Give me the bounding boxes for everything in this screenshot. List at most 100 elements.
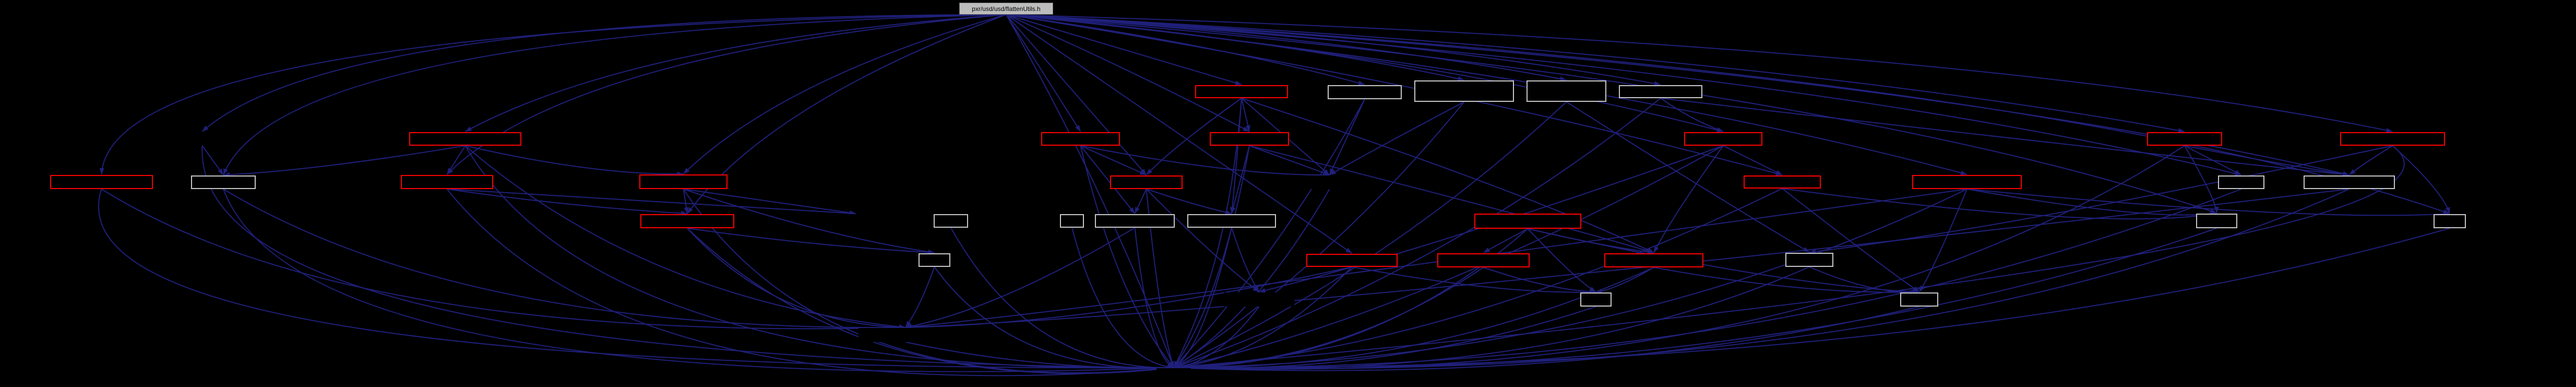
graph-node[interactable] xyxy=(2304,175,2395,189)
graph-edge-arrowhead xyxy=(1167,361,1174,368)
graph-edge-arrowhead xyxy=(2342,171,2350,177)
graph-edge-arrowhead xyxy=(1243,126,1249,132)
graph-edge-arrowhead xyxy=(687,207,693,214)
graph-edge-arrowhead xyxy=(2234,170,2241,175)
graph-node[interactable] xyxy=(1785,253,1833,267)
graph-node[interactable] xyxy=(1328,85,1402,99)
graph-node[interactable] xyxy=(1041,132,1120,146)
graph-edge xyxy=(1173,228,2450,369)
graph-node[interactable] xyxy=(1210,132,1289,146)
graph-node[interactable] xyxy=(191,175,256,189)
graph-edge-arrowhead xyxy=(465,126,472,132)
graph-node-hidden xyxy=(1156,368,1191,385)
graph-node[interactable] xyxy=(1604,253,1703,267)
graph-edge-arrowhead xyxy=(1345,248,1352,253)
graph-edge xyxy=(687,228,906,328)
graph-edge-arrowhead xyxy=(1231,207,1236,214)
graph-node[interactable] xyxy=(2434,214,2466,228)
graph-node[interactable] xyxy=(1912,175,2022,189)
graph-node[interactable] xyxy=(1900,292,1938,307)
graph-edge xyxy=(1566,101,1810,253)
graph-node[interactable] xyxy=(1187,214,1276,228)
graph-node[interactable] xyxy=(2218,175,2264,189)
graph-edge xyxy=(1173,266,1810,370)
graph-node[interactable] xyxy=(919,253,950,267)
graph-edge xyxy=(1249,145,1654,253)
graph-edge xyxy=(905,227,1136,328)
graph-edge xyxy=(1173,101,1465,368)
graph-edge xyxy=(1966,189,2450,216)
graph-edge-arrowhead xyxy=(1245,125,1250,132)
graph-edge xyxy=(905,266,1352,328)
graph-node[interactable] xyxy=(1619,85,1702,98)
graph-node[interactable] xyxy=(1195,85,1288,98)
graph-node[interactable] xyxy=(1060,214,1084,228)
graph-edge xyxy=(2184,145,2241,175)
graph-edge xyxy=(1173,228,2217,370)
graph-node[interactable] xyxy=(1744,175,1821,189)
graph-node[interactable] xyxy=(1095,214,1175,228)
graph-edge-arrowhead xyxy=(2349,169,2356,175)
graph-node-hidden xyxy=(1310,175,1349,189)
graph-node[interactable] xyxy=(409,132,521,146)
graph-edge xyxy=(201,14,1007,132)
graph-edge-arrowhead xyxy=(1135,207,1140,214)
graph-edge xyxy=(447,189,856,214)
graph-node[interactable] xyxy=(1474,214,1581,229)
graph-edge-arrowhead xyxy=(1254,285,1259,292)
graph-node[interactable] xyxy=(1110,175,1183,189)
graph-edge xyxy=(683,189,935,253)
graph-edge xyxy=(223,14,1007,175)
graph-edge xyxy=(464,145,906,328)
graph-edge-arrowhead xyxy=(218,168,223,175)
graph-edge-arrowhead xyxy=(905,321,911,327)
graph-edge xyxy=(1146,189,1260,292)
graph-edge xyxy=(1006,14,2393,132)
graph-edge xyxy=(223,189,1174,372)
graph-node-hidden xyxy=(858,328,952,342)
graph-node[interactable] xyxy=(2196,214,2237,228)
graph-edge xyxy=(1006,14,2185,132)
graph-edge-arrowhead xyxy=(1259,288,1266,293)
graph-edge xyxy=(1173,189,2241,369)
graph-edge-arrowhead xyxy=(1809,249,1816,254)
graph-edge xyxy=(2184,145,2350,175)
graph-edge xyxy=(1528,228,1919,292)
graph-edge-arrowhead xyxy=(2445,207,2450,214)
graph-node[interactable] xyxy=(1526,80,1606,102)
graph-edge-arrowhead xyxy=(1775,170,1782,175)
graph-edge xyxy=(1173,267,1484,368)
graph-edge xyxy=(465,14,1007,132)
graph-node[interactable] xyxy=(934,214,968,228)
graph-edge-arrowhead xyxy=(1235,80,1242,85)
graph-node[interactable] xyxy=(1437,253,1530,267)
graph-node[interactable] xyxy=(2340,132,2445,146)
graph-node[interactable] xyxy=(50,175,153,189)
graph-node[interactable] xyxy=(1306,254,1398,267)
graph-edge xyxy=(201,145,1174,368)
graph-edge xyxy=(683,189,856,214)
graph-edge xyxy=(98,189,1174,369)
graph-edge-arrowhead xyxy=(1716,127,1723,132)
graph-node[interactable] xyxy=(2147,132,2222,146)
graph-edge xyxy=(446,189,1174,377)
graph-node[interactable] xyxy=(640,214,734,228)
graph-edge xyxy=(1006,14,1250,132)
graph-edge-arrowhead xyxy=(1140,169,1147,175)
graph-node[interactable] xyxy=(401,175,493,189)
graph-edge xyxy=(683,14,1007,174)
graph-node[interactable] xyxy=(1580,292,1612,307)
graph-edge xyxy=(446,14,1007,175)
graph-node[interactable] xyxy=(1414,80,1514,102)
graph-edge xyxy=(1006,14,1147,175)
graph-edge xyxy=(447,189,688,214)
graph-edge xyxy=(223,189,906,329)
graph-edge-arrowhead xyxy=(1457,76,1464,81)
graph-edge xyxy=(1173,98,1661,368)
graph-node[interactable] xyxy=(1684,132,1762,146)
graph-node[interactable] xyxy=(639,174,728,189)
graph-edge-arrowhead xyxy=(1174,365,1180,370)
graph-edge xyxy=(1080,145,1330,176)
graph-edge-arrowhead xyxy=(2178,128,2185,133)
